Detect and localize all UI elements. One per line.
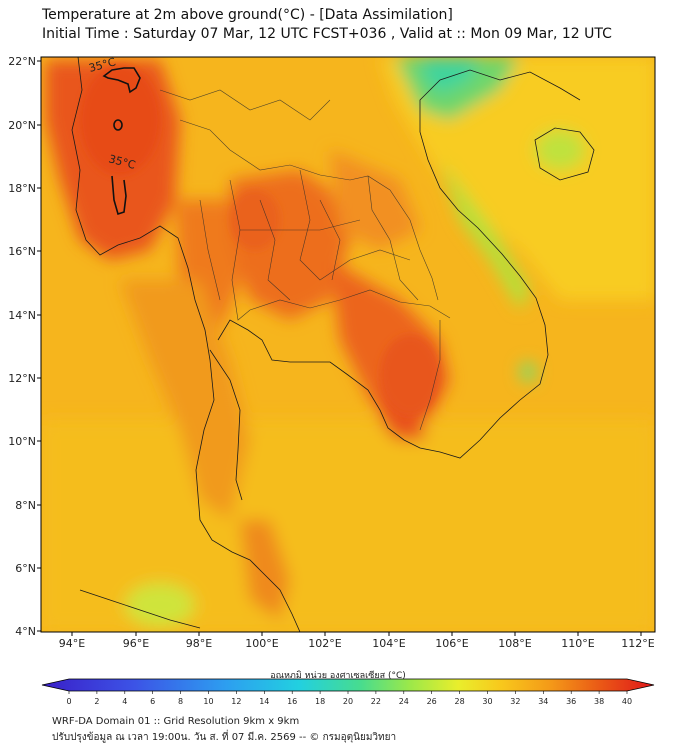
lat-label: 16°N <box>8 245 36 258</box>
colorbar-tick-label: 34 <box>538 697 548 706</box>
colorbar-ticks: 0 2 4 6 8 10 12 14 16 18 20 22 24 26 28 30 32 34 36 38 40 <box>66 691 632 706</box>
temperature-field <box>41 57 655 632</box>
lat-label: 8°N <box>15 499 36 512</box>
colorbar-tick-label: 26 <box>427 697 437 706</box>
chart-title: Temperature at 2m above ground(°C) - [Da… <box>42 7 453 23</box>
map-svg: 35°C 35°C 22°N 20°N 18°N 16°N 14°N 12°N … <box>8 55 656 650</box>
colorbar-tick-label: 18 <box>315 697 325 706</box>
temperature-map: 35°C 35°C 22°N 20°N 18°N 16°N 14°N 12°N … <box>8 55 656 650</box>
colorbar-bar <box>41 678 655 692</box>
colorbar-tick-label: 2 <box>94 697 99 706</box>
colorbar-tick-label: 6 <box>150 697 155 706</box>
colorbar-tick-label: 28 <box>455 697 465 706</box>
colorbar-tick-label: 4 <box>122 697 127 706</box>
lon-label: 96°E <box>123 637 149 650</box>
lon-label: 100°E <box>245 637 278 650</box>
colorbar-tick-label: 40 <box>622 697 632 706</box>
lon-label: 108°E <box>498 637 531 650</box>
lon-label: 110°E <box>561 637 594 650</box>
chart-subtitle: Initial Time : Saturday 07 Mar, 12 UTC F… <box>42 26 612 42</box>
lat-label: 12°N <box>8 372 36 385</box>
lat-label: 18°N <box>8 182 36 195</box>
colorbar-tick-label: 16 <box>287 697 297 706</box>
lon-label: 94°E <box>59 637 85 650</box>
colorbar-tick-label: 0 <box>66 697 71 706</box>
lat-label: 14°N <box>8 309 36 322</box>
colorbar-tick-label: 20 <box>343 697 353 706</box>
coastlines <box>71 57 595 632</box>
isotherm-35c <box>102 67 141 216</box>
colorbar-tick-label: 14 <box>259 697 269 706</box>
colorbar-tick-label: 30 <box>482 697 492 706</box>
colorbar-tick-label: 24 <box>399 697 409 706</box>
colorbar: 0 2 4 6 8 10 12 14 16 18 20 22 24 26 28 30 32 34 36 38 40 <box>41 678 655 706</box>
colorbar-title: อุณหภูมิ หน่วย องศาเซลเซียส (°C) <box>270 671 406 681</box>
borders <box>159 89 451 431</box>
map-frame <box>40 56 656 633</box>
lat-label: 4°N <box>15 625 36 638</box>
lat-label: 6°N <box>15 562 36 575</box>
lat-label: 10°N <box>8 435 36 448</box>
colorbar-tick-label: 8 <box>178 697 183 706</box>
footer-credit: ปรับปรุงข้อมูล ณ เวลา 19:00น. วัน ส. ที่… <box>52 732 397 743</box>
colorbar-tick-label: 36 <box>566 697 576 706</box>
lat-label: 20°N <box>8 119 36 132</box>
lon-label: 98°E <box>186 637 212 650</box>
colorbar-tick-label: 10 <box>203 697 213 706</box>
footer-model-info: WRF-DA Domain 01 :: Grid Resolution 9km … <box>52 716 300 727</box>
lon-label: 102°E <box>308 637 341 650</box>
colorbar-tick-label: 12 <box>231 697 241 706</box>
colorbar-tick-label: 38 <box>594 697 604 706</box>
colorbar-tick-label: 32 <box>510 697 520 706</box>
lon-label: 112°E <box>621 637 654 650</box>
lat-label: 22°N <box>8 55 36 68</box>
lon-label: 104°E <box>372 637 405 650</box>
axis-ticks <box>37 60 642 636</box>
lon-label: 106°E <box>435 637 468 650</box>
colorbar-tick-label: 22 <box>371 697 381 706</box>
